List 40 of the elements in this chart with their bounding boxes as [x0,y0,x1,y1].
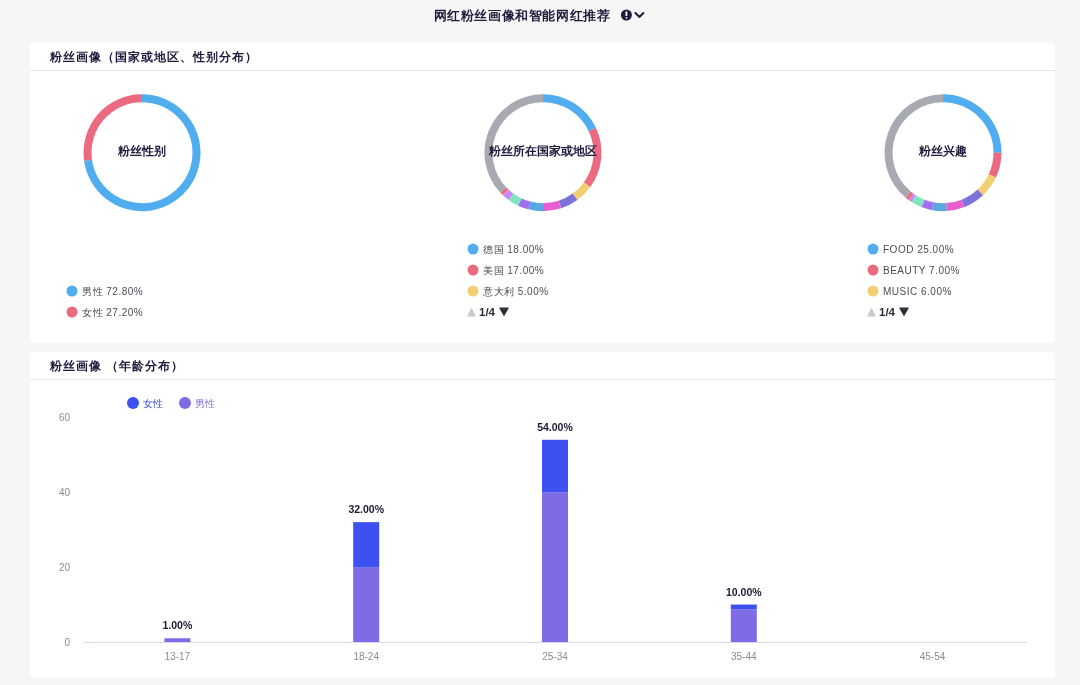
legend-item: 女性 [127,397,163,409]
total-label: 32.00% [348,503,384,516]
legend-item: 男性 72.80% [66,285,144,297]
legend-page: 1/4 [879,306,895,319]
y-tick-label: 0 [64,636,70,648]
legend-label: BEAUTY 7.00% [883,264,960,276]
total-label: 10.00% [726,585,762,598]
legend-item: 女性 27.20% [66,306,144,318]
legend-item: BEAUTY 7.00% [867,264,960,276]
legend-label: 美国 17.00% [483,264,545,276]
legend-item: 美国 17.00% [467,264,545,276]
x-tick-label: 13-17 [164,651,191,662]
chart-title: 粉丝画像 （年龄分布） [50,359,185,373]
panel-title: 粉丝画像（国家或地区、性别分布） [50,50,258,64]
x-tick-label: 18-24 [353,651,379,662]
legend-label: 男性 72.80% [82,285,144,297]
legend-label: FOOD 25.00% [883,243,955,255]
total-label: 54.00% [537,420,573,433]
legend-item: MUSIC 6.00% [867,285,952,297]
donut-title: 粉丝兴趣 [919,143,967,158]
legend-label: 德国 18.00% [483,243,545,255]
legend-page: 1/4 [479,306,495,319]
y-tick-label: 40 [58,486,70,498]
legend-label: 男性 [195,397,215,409]
y-tick-label: 20 [58,561,70,573]
y-tick-label: 60 [58,411,70,423]
donut-title: 粉丝性别 [118,143,166,158]
x-tick-label: 35-44 [731,651,757,662]
x-tick-label: 25-34 [542,651,568,662]
legend-label: 意大利 5.00% [482,285,549,297]
legend-item: 德国 18.00% [467,243,545,255]
legend-label: 女性 27.20% [82,306,144,318]
total-label: 1.00% [162,619,193,632]
legend-item: FOOD 25.00% [867,243,955,255]
legend-item: 意大利 5.00% [467,285,549,297]
legend-label: 女性 [143,397,163,409]
x-tick-label: 45-54 [919,651,946,662]
legend-item: 男性 [179,397,215,409]
legend-label: MUSIC 6.00% [883,285,952,297]
page-title: 网红粉丝画像和智能网红推荐 [433,8,611,23]
